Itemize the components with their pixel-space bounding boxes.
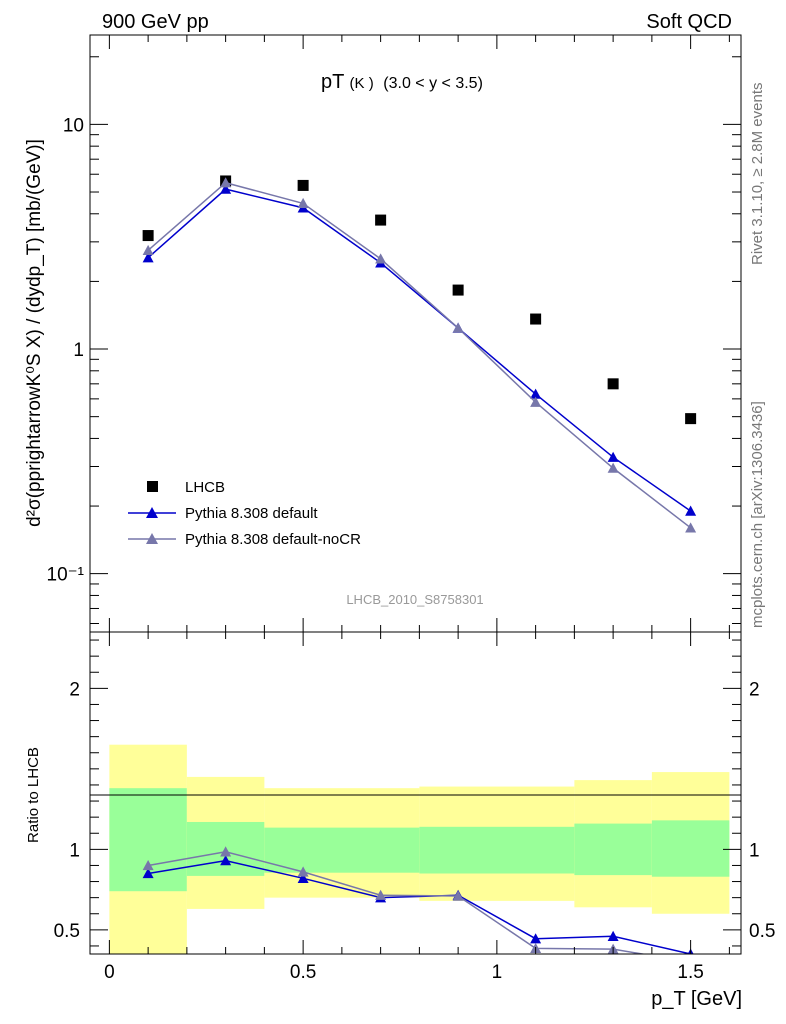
main-y-tick-label: 10 <box>63 115 84 136</box>
main-title: pT (K ) (3.0 < y < 3.5) <box>321 71 483 93</box>
main-y-tick-label: 10⁻¹ <box>47 565 85 586</box>
x-tick-label: 1 <box>492 962 503 983</box>
ratio-line-nocr <box>147 850 647 954</box>
main-axis-ticks: 10⁻¹ 1 10 <box>47 35 741 632</box>
x-tick-label: 0 <box>104 962 115 983</box>
ratio-point-default <box>220 855 232 866</box>
data-point-lhcb <box>297 179 309 191</box>
main-y-tick-label: 1 <box>73 340 84 361</box>
ratio-series <box>142 846 694 954</box>
ratio-line-default <box>148 859 691 954</box>
band-inner <box>419 826 575 874</box>
rivet-label: Rivet 3.1.10, ≥ 2.8M events <box>749 83 766 266</box>
legend-label-nocr: Pythia 8.308 default-noCR <box>185 531 361 548</box>
main-line-nocr <box>147 181 692 529</box>
ratio-point-nocr <box>375 889 387 900</box>
band-inner <box>574 823 652 876</box>
x-axis-label: p_T [GeV] <box>651 988 742 1010</box>
ratio-point-nocr <box>452 890 464 901</box>
main-series <box>142 175 697 533</box>
data-point-lhcb <box>142 230 154 242</box>
point-default <box>530 388 542 399</box>
point-default <box>607 451 619 462</box>
mcplots-label: mcplots.cern.ch [arXiv:1306.3436] <box>749 401 766 628</box>
point-default <box>142 252 154 263</box>
ratio-point-nocr <box>297 866 309 877</box>
band-inner <box>651 820 730 877</box>
ratio-point-nocr <box>220 846 232 857</box>
header-left: 900 GeV pp <box>102 11 209 33</box>
point-nocr <box>297 197 309 209</box>
ratio-axis-ticks: 0 0.5 1 1.5 0.5 0.5 1 1 2 2 <box>54 632 775 983</box>
title-main: pT <box>321 71 344 93</box>
point-nocr <box>530 396 542 407</box>
ratio-y-label: Ratio to LHCB <box>25 747 42 843</box>
ratio-point-default <box>297 872 309 884</box>
ratio-y-tick-label: 0.5 <box>54 921 80 942</box>
ratio-y-tick-label-right: 1 <box>749 840 760 861</box>
ratio-point-nocr <box>142 859 154 871</box>
x-tick-label: 1.5 <box>677 962 703 983</box>
data-point-lhcb <box>607 378 619 390</box>
point-nocr <box>142 244 154 256</box>
ratio-point-default <box>607 930 619 941</box>
legend-marker-default <box>146 507 158 518</box>
legend-marker-lhcb <box>147 481 158 492</box>
ratio-y-tick-label: 2 <box>69 679 80 700</box>
title-particle: (K ) <box>350 75 374 92</box>
legend-label-default: Pythia 8.308 default <box>185 505 318 522</box>
point-nocr <box>607 462 619 473</box>
title-range: (3.0 < y < 3.5) <box>383 75 483 92</box>
data-point-lhcb <box>375 214 387 226</box>
data-point-lhcb <box>530 313 542 325</box>
ratio-uncertainty-bands <box>109 744 730 954</box>
ratio-point-default <box>142 868 154 879</box>
main-line-default <box>147 188 692 512</box>
point-nocr <box>220 177 232 188</box>
data-point-lhcb <box>685 413 697 425</box>
point-default <box>685 505 697 516</box>
ratio-point-default <box>530 933 542 944</box>
point-nocr <box>685 522 697 533</box>
ratio-y-tick-label-right: 0.5 <box>749 921 775 942</box>
data-point-lhcb <box>452 284 464 296</box>
ratio-y-tick-label: 1 <box>69 840 80 861</box>
header-right: Soft QCD <box>646 11 732 33</box>
main-y-label: d²σ(pprightarrowK⁰S X) / (dydp_T) [mb/(G… <box>24 139 45 527</box>
band-inner <box>264 827 420 873</box>
analysis-id: LHCB_2010_S8758301 <box>346 592 483 607</box>
legend-label-lhcb: LHCB <box>185 479 225 496</box>
point-nocr <box>375 253 387 264</box>
x-tick-label: 0.5 <box>290 962 316 983</box>
legend-marker-nocr <box>146 533 158 544</box>
ratio-frame <box>89 631 742 955</box>
point-nocr <box>452 322 464 333</box>
ratio-series-group <box>142 846 694 954</box>
ratio-y-tick-label-right: 2 <box>749 679 760 700</box>
point-default <box>220 183 232 194</box>
legend: LHCB Pythia 8.308 default Pythia 8.308 d… <box>128 479 361 548</box>
